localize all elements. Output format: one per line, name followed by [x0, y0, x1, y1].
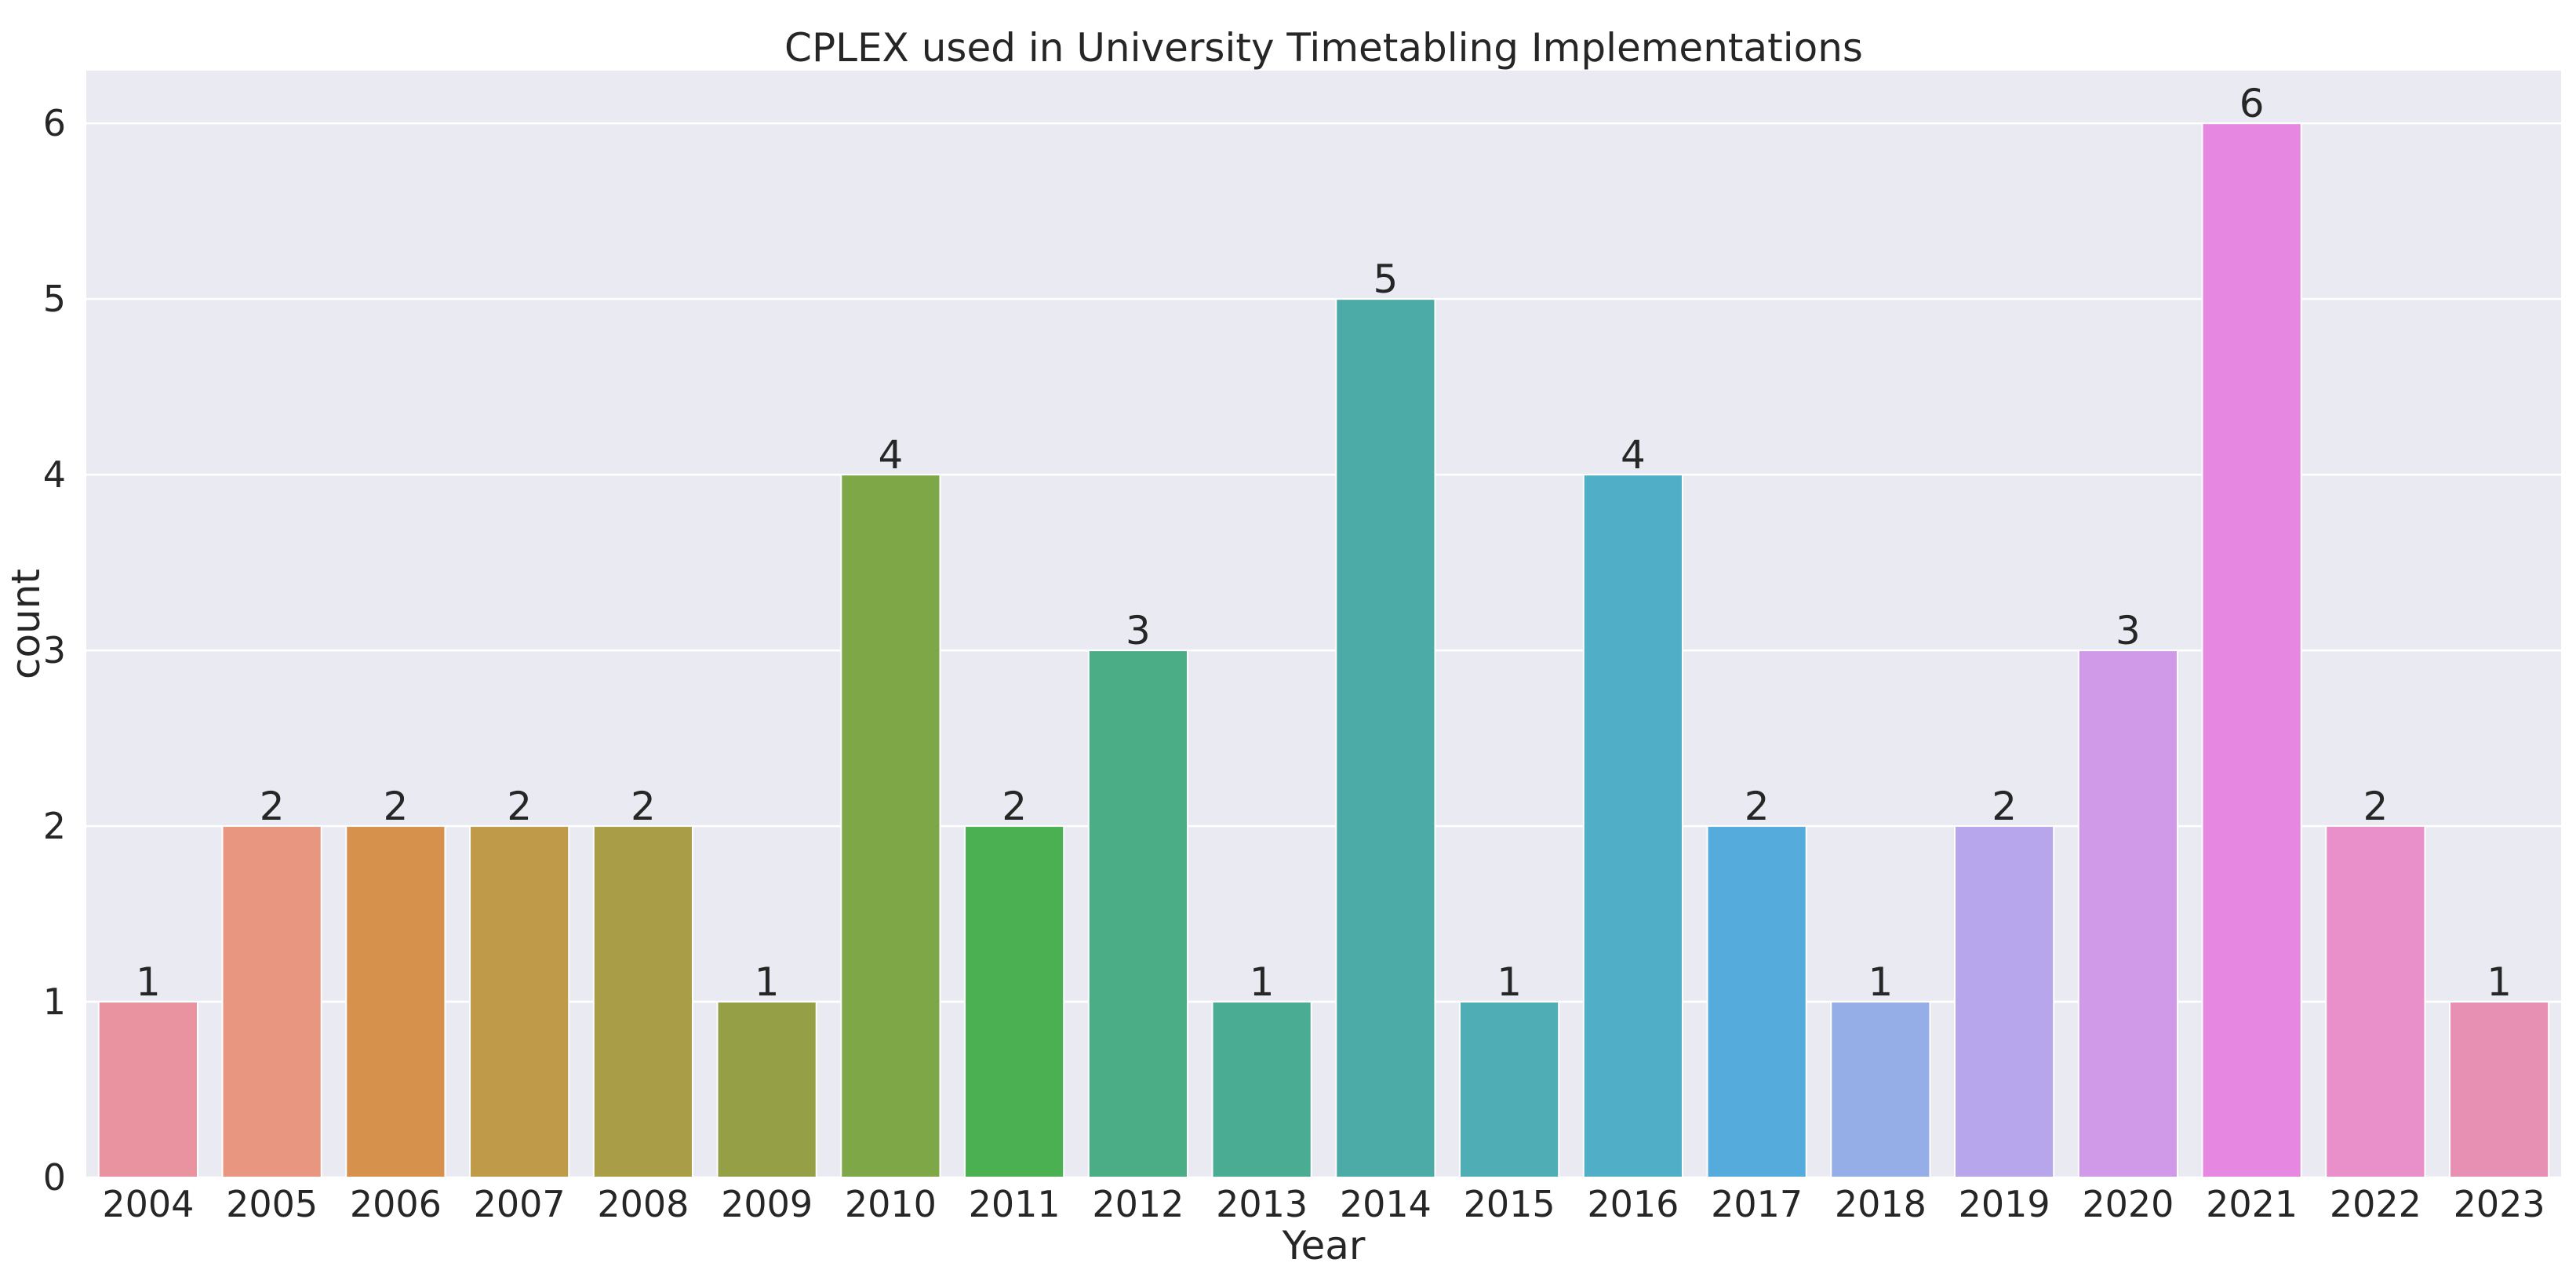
y-tick-label: 0	[43, 1156, 66, 1199]
data-label-2016: 4	[1621, 432, 1646, 478]
x-tick-label: 2021	[2206, 1183, 2298, 1225]
data-label-2006: 2	[383, 784, 408, 829]
x-tick-label: 2023	[2454, 1183, 2545, 1225]
x-tick-labels: 2004 2005 2006 2007 2008 2009 2010 2011 2012 2013…	[102, 1183, 2545, 1225]
data-label-2020: 3	[2116, 608, 2141, 653]
x-tick-label: 2020	[2082, 1183, 2174, 1225]
bar-2006	[345, 825, 446, 1178]
bar-2008	[592, 825, 693, 1178]
bar-2022	[2325, 825, 2426, 1178]
bar-2016	[1582, 474, 1683, 1178]
x-tick-label: 2004	[102, 1183, 194, 1225]
x-tick-label: 2007	[474, 1183, 566, 1225]
x-axis-label: Year	[1282, 1223, 1366, 1268]
x-tick-label: 2012	[1092, 1183, 1184, 1225]
y-tick-label: 3	[43, 629, 66, 671]
x-tick-label: 2013	[1216, 1183, 1308, 1225]
data-label-2010: 4	[878, 432, 903, 478]
x-tick-label: 2017	[1711, 1183, 1803, 1225]
bar-2019	[1954, 825, 2055, 1178]
bar-2018	[1830, 1001, 1931, 1178]
data-label-2014: 5	[1373, 257, 1398, 302]
bar-2021	[2201, 122, 2302, 1179]
x-tick-label: 2016	[1587, 1183, 1679, 1225]
bar-2023	[2449, 1001, 2550, 1178]
bar-2010	[840, 474, 941, 1178]
y-tick-label: 4	[43, 453, 66, 496]
x-tick-label: 2019	[1959, 1183, 2050, 1225]
data-label-2004: 1	[136, 959, 161, 1005]
data-label-2023: 1	[2487, 959, 2512, 1005]
y-tick-label: 2	[43, 805, 66, 847]
bar-2014	[1335, 298, 1436, 1179]
bar-2015	[1459, 1001, 1560, 1178]
bar-2013	[1211, 1001, 1312, 1178]
bar-2017	[1706, 825, 1807, 1178]
data-label-2015: 1	[1497, 959, 1522, 1005]
data-label-2009: 1	[755, 959, 780, 1005]
bar-2004	[97, 1001, 198, 1178]
x-tick-label: 2018	[1835, 1183, 1927, 1225]
x-tick-label: 2014	[1340, 1183, 1432, 1225]
x-tick-label: 2009	[721, 1183, 813, 1225]
data-label-2021: 6	[2239, 81, 2265, 126]
data-labels: 1 2 2 2 2 1 4 2 3 1 5 1 4 2 1 2 3 6 2 1	[136, 81, 2512, 1005]
data-label-2012: 3	[1126, 608, 1151, 653]
data-label-2022: 2	[2363, 784, 2388, 829]
data-label-2019: 2	[1992, 784, 2017, 829]
chart-title: CPLEX used in University Timetabling Imp…	[784, 25, 1863, 71]
data-label-2011: 2	[1002, 784, 1027, 829]
bar-2020	[2077, 650, 2178, 1178]
x-tick-label: 2006	[350, 1183, 442, 1225]
bar-2012	[1087, 650, 1188, 1178]
y-tick-label: 1	[43, 981, 66, 1023]
y-tick-label: 6	[43, 102, 66, 144]
y-axis-label: count	[3, 569, 49, 679]
plot-area	[86, 71, 2561, 1177]
data-label-2018: 1	[1868, 959, 1893, 1005]
bar-2011	[964, 825, 1065, 1178]
x-tick-label: 2011	[969, 1183, 1061, 1225]
x-tick-label: 2008	[597, 1183, 689, 1225]
x-tick-label: 2015	[1464, 1183, 1555, 1225]
y-tick-label: 5	[43, 278, 66, 320]
bar-2009	[716, 1001, 817, 1178]
y-tick-labels: 0 1 2 3 4 5 6	[43, 102, 66, 1199]
data-label-2008: 2	[631, 784, 656, 829]
data-label-2007: 2	[507, 784, 532, 829]
data-label-2017: 2	[1745, 784, 1770, 829]
bar-2005	[221, 825, 322, 1178]
data-label-2013: 1	[1250, 959, 1275, 1005]
bar-2007	[469, 825, 570, 1178]
x-tick-label: 2005	[226, 1183, 318, 1225]
x-tick-label: 2010	[845, 1183, 937, 1225]
bars	[97, 122, 2550, 1179]
x-tick-label: 2022	[2330, 1183, 2421, 1225]
data-label-2005: 2	[260, 784, 285, 829]
